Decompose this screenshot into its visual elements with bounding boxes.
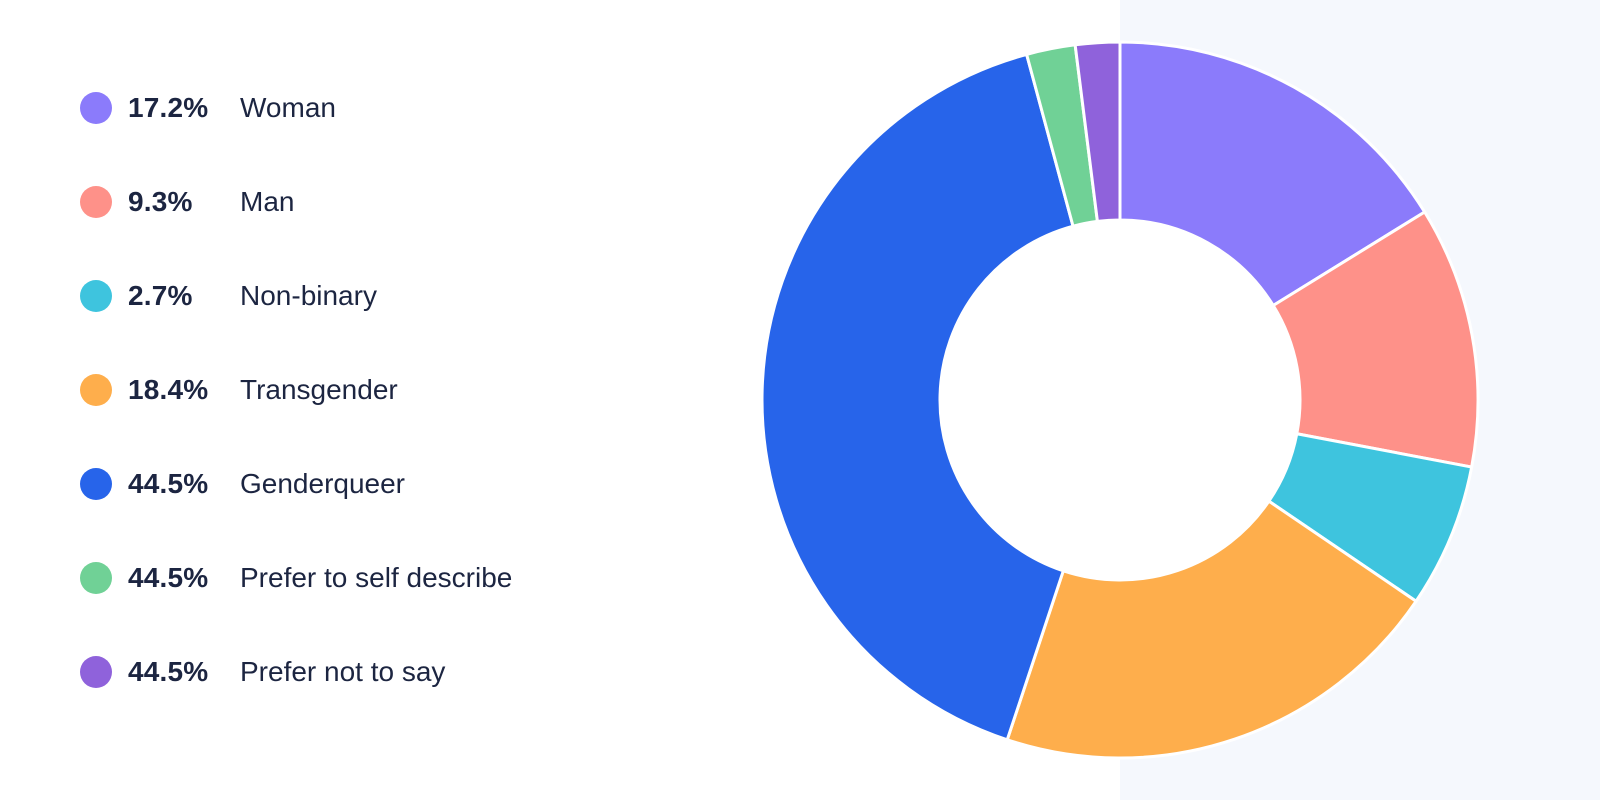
legend-swatch: [80, 186, 112, 218]
legend-percent: 44.5%: [128, 562, 209, 593]
legend-swatch: [80, 92, 112, 124]
donut-slice-genderqueer: [760, 52, 1075, 742]
legend-label: Non-binary: [240, 280, 377, 311]
legend-swatch: [80, 468, 112, 500]
legend-swatch: [80, 374, 112, 406]
donut-slice-prefer-not-to-say: [1073, 40, 1122, 223]
legend-swatch: [80, 656, 112, 688]
legend-item: 17.2% Woman: [80, 88, 336, 128]
donut-hole: [941, 221, 1299, 579]
donut-slice-woman: [1118, 40, 1427, 307]
legend-label: Man: [240, 186, 295, 217]
legend-item: 44.5% Prefer to self describe: [80, 558, 512, 598]
legend-swatch: [80, 562, 112, 594]
legend-item: 18.4% Transgender: [80, 370, 398, 410]
legend-percent: 18.4%: [128, 374, 209, 405]
donut-slice-transgender: [1005, 499, 1418, 760]
legend-swatch: [80, 280, 112, 312]
legend-label: Transgender: [240, 374, 398, 405]
legend-item: 44.5% Genderqueer: [80, 464, 405, 504]
legend-item: 9.3% Man: [80, 182, 294, 222]
donut-slice-man: [1271, 210, 1480, 469]
legend-item: 2.7% Non-binary: [80, 276, 377, 316]
legend-label: Prefer not to say: [240, 656, 446, 687]
legend-label: Woman: [240, 92, 336, 123]
legend-label: Genderqueer: [240, 468, 406, 499]
legend: 17.2% Woman 9.3% Man 2.7% Non-binary 18.4% Tran…: [80, 0, 680, 800]
legend-percent: 44.5%: [128, 656, 209, 687]
legend-percent: 2.7%: [128, 280, 193, 311]
legend-percent: 17.2%: [128, 92, 209, 123]
legend-item: 44.5% Prefer not to say: [80, 652, 445, 692]
legend-percent: 9.3%: [128, 186, 193, 217]
legend-label: Prefer to self describe: [240, 562, 513, 593]
legend-percent: 44.5%: [128, 468, 209, 499]
